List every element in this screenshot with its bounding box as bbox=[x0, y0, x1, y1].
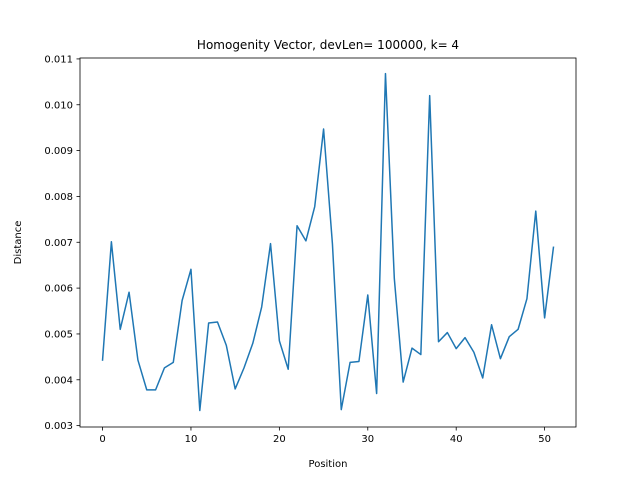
y-tick-label: 0.005 bbox=[44, 329, 73, 340]
x-tick-label: 10 bbox=[185, 434, 198, 445]
y-axis-ticks: 0.003 0.004 0.005 0.006 0.007 0.008 0.009 0.010… bbox=[44, 54, 80, 432]
y-tick-label: 0.006 bbox=[44, 284, 73, 295]
x-axis-ticks: 0 10 20 30 40 50 bbox=[99, 427, 551, 445]
y-tick-label: 0.007 bbox=[44, 238, 73, 249]
y-tick-label: 0.010 bbox=[44, 100, 73, 111]
y-tick-label: 0.004 bbox=[44, 375, 73, 386]
plot-frame bbox=[79, 57, 577, 428]
chart-title: Homogenity Vector, devLen= 100000, k= 4 bbox=[197, 38, 459, 52]
x-tick-label: 30 bbox=[361, 434, 374, 445]
x-tick-label: 40 bbox=[450, 434, 463, 445]
x-axis-label: Position bbox=[309, 459, 348, 470]
x-tick-label: 0 bbox=[99, 434, 105, 445]
y-tick-label: 0.009 bbox=[44, 146, 73, 157]
plot-area bbox=[80, 58, 576, 427]
x-tick-label: 20 bbox=[273, 434, 286, 445]
y-axis-label: Distance bbox=[13, 221, 24, 265]
y-tick-label: 0.003 bbox=[44, 421, 73, 432]
y-tick-label: 0.011 bbox=[44, 54, 73, 65]
x-tick-label: 50 bbox=[538, 434, 551, 445]
series-line bbox=[101, 72, 555, 412]
y-tick-label: 0.008 bbox=[44, 192, 73, 203]
